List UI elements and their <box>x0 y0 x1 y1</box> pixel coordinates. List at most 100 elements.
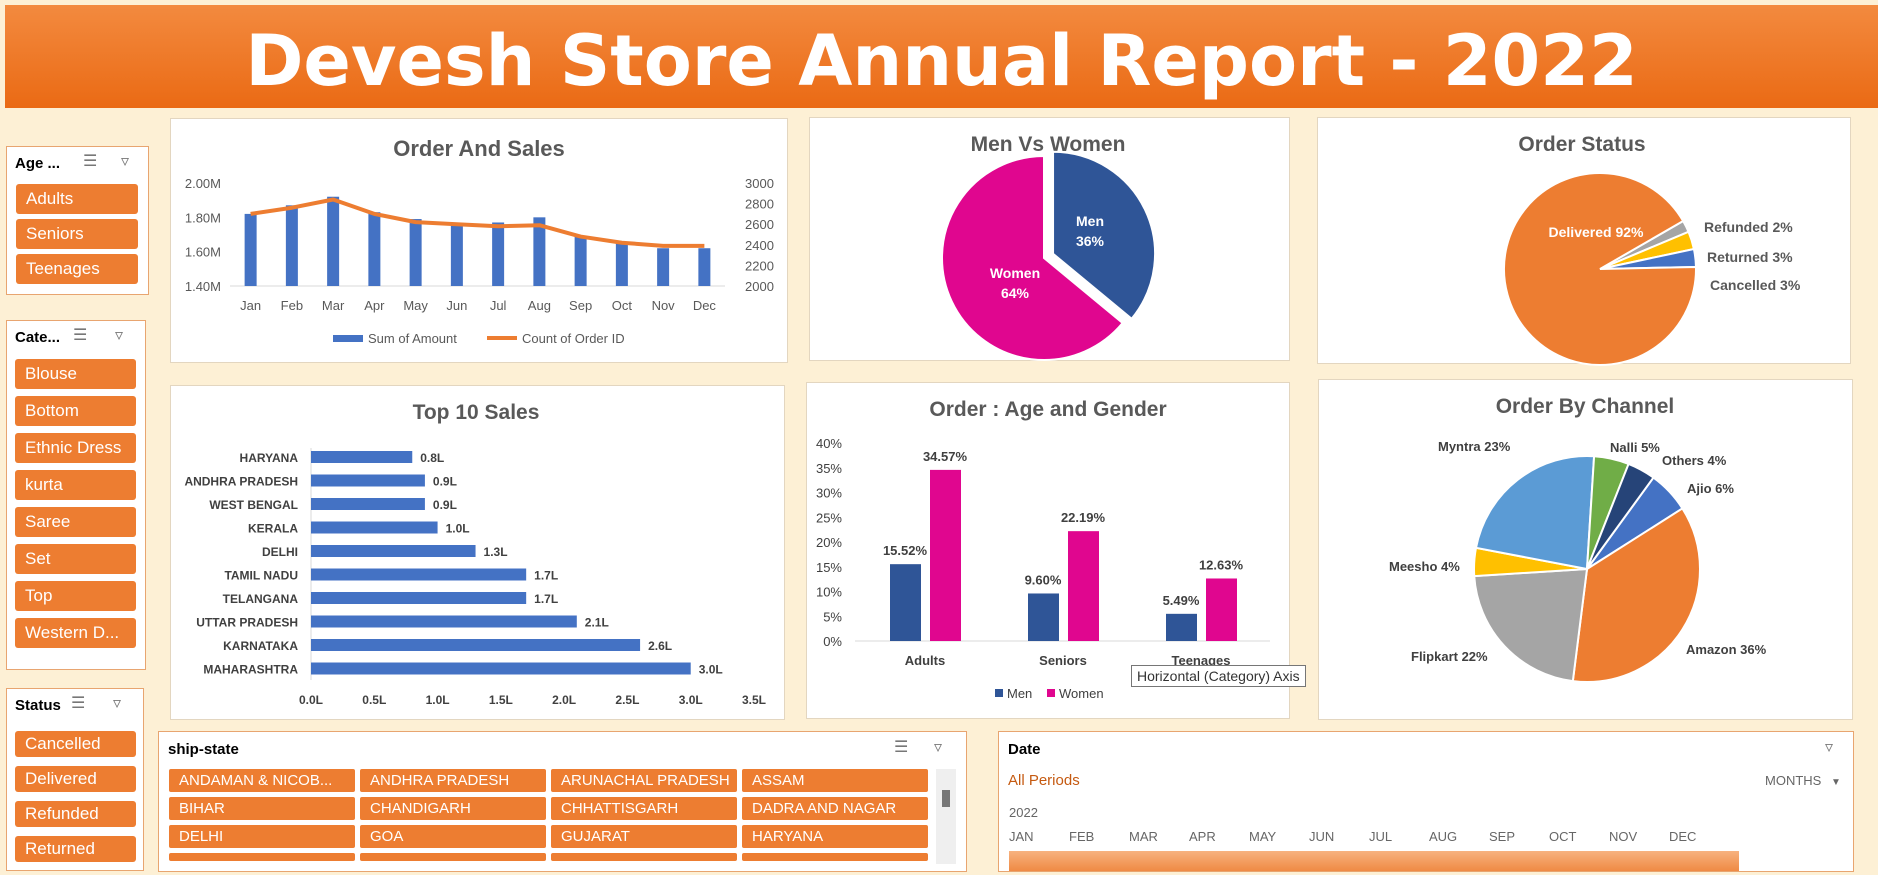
ship-state-item-goa[interactable]: GOA <box>360 825 546 848</box>
timeline-month-jan[interactable]: JAN <box>1009 829 1034 844</box>
sales-bar <box>533 217 546 286</box>
pie-slice-delivered <box>1503 172 1697 366</box>
data-label: 1.7L <box>534 569 558 583</box>
ship-state-item-dadra-and-nagar[interactable]: DADRA AND NAGAR <box>742 797 928 820</box>
ship-state-item-partial[interactable] <box>169 853 355 861</box>
data-label-others: Others 4% <box>1662 453 1727 468</box>
sales-bar <box>409 219 422 286</box>
clear-filter-icon[interactable]: ▿ <box>934 739 943 756</box>
slicer-item-refunded[interactable]: Refunded <box>15 801 136 827</box>
orders-line <box>250 197 705 248</box>
slicer-item-kurta[interactable]: kurta <box>15 470 136 500</box>
timeline-month-apr[interactable]: APR <box>1189 829 1216 844</box>
timeline-month-feb[interactable]: FEB <box>1069 829 1095 844</box>
bar-women-teenages <box>1206 578 1237 641</box>
data-label: 0.9L <box>433 475 457 489</box>
data-label: 2.6L <box>648 639 672 653</box>
data-label: 9.60% <box>1025 572 1062 587</box>
x-tick: Teenages <box>1171 653 1230 668</box>
ship-state-item-partial[interactable] <box>360 853 546 861</box>
time-level-select[interactable]: MONTHS ▼ <box>1765 773 1841 788</box>
x-tick: Nov <box>652 298 676 313</box>
ship-state-item-partial[interactable] <box>551 853 737 861</box>
multi-select-icon[interactable]: ☰ <box>71 695 86 712</box>
ship-state-item-assam[interactable]: ASSAM <box>742 769 928 792</box>
timeline-month-jun[interactable]: JUN <box>1309 829 1335 844</box>
timeline-month-jul[interactable]: JUL <box>1369 829 1393 844</box>
clear-filter-icon[interactable]: ▿ <box>121 153 130 170</box>
ship-state-item-bihar[interactable]: BIHAR <box>169 797 355 820</box>
y-right-tick: 2200 <box>745 258 774 273</box>
scrollbar[interactable] <box>936 769 956 864</box>
slicer-item-teenages[interactable]: Teenages <box>16 254 138 284</box>
data-label: 0.8L <box>420 451 444 465</box>
y-tick: HARYANA <box>240 451 299 465</box>
orders-sales-panel <box>170 118 788 363</box>
ship-state-item-chandigarh[interactable]: CHANDIGARH <box>360 797 546 820</box>
y-left-tick: 1.60M <box>185 245 221 260</box>
timeline-month-sep[interactable]: SEP <box>1489 829 1516 844</box>
y-tick: 25% <box>816 510 842 525</box>
timeline-month-mar[interactable]: MAR <box>1129 829 1158 844</box>
ship-state-item-haryana[interactable]: HARYANA <box>742 825 928 848</box>
data-label-nalli: Nalli 5% <box>1610 440 1660 455</box>
ship-state-item-gujarat[interactable]: GUJARAT <box>551 825 737 848</box>
timeline-month-oct[interactable]: OCT <box>1549 829 1577 844</box>
x-tick: Mar <box>322 298 345 313</box>
ship-state-item-arunachal-pradesh[interactable]: ARUNACHAL PRADESH <box>551 769 737 792</box>
report-banner: Devesh Store Annual Report - 2022 <box>5 5 1878 108</box>
slicer-item-top[interactable]: Top <box>15 581 136 611</box>
ship-state-item-andhra-pradesh[interactable]: ANDHRA PRADESH <box>360 769 546 792</box>
data-label: 1.7L <box>534 592 558 606</box>
slicer-item-set[interactable]: Set <box>15 544 136 574</box>
y-tick: 15% <box>816 560 842 575</box>
y-tick: 35% <box>816 461 842 476</box>
scrollbar-thumb[interactable] <box>942 790 950 807</box>
timeline-month-aug[interactable]: AUG <box>1429 829 1458 844</box>
clear-filter-icon[interactable]: ▿ <box>115 327 124 344</box>
slicer-item-delivered[interactable]: Delivered <box>15 766 136 792</box>
timeline-month-nov[interactable]: NOV <box>1609 829 1638 844</box>
bar-men-adults <box>890 564 921 641</box>
slicer-item-bottom[interactable]: Bottom <box>15 396 136 426</box>
y-tick: MAHARASHTRA <box>203 663 298 677</box>
clear-filter-icon[interactable]: ▿ <box>1825 739 1834 756</box>
data-label: 1.0L <box>446 522 470 536</box>
pie-slice-flipkart <box>1473 567 1589 683</box>
age-slicer-title: Age ... <box>15 155 61 172</box>
slicer-item-cancelled[interactable]: Cancelled <box>15 731 136 757</box>
slicer-item-ethnic-dress[interactable]: Ethnic Dress <box>15 433 136 463</box>
y-tick: ANDHRA PRADESH <box>184 475 298 489</box>
data-label: Returned 3% <box>1707 249 1793 265</box>
sales-bar <box>244 213 257 286</box>
multi-select-icon[interactable]: ☰ <box>83 153 98 170</box>
slicer-item-seniors[interactable]: Seniors <box>16 219 138 249</box>
timeline-year: 2022 <box>1009 805 1038 820</box>
slicer-item-adults[interactable]: Adults <box>16 184 138 214</box>
timeline-month-dec[interactable]: DEC <box>1669 829 1697 844</box>
multi-select-icon[interactable]: ☰ <box>73 327 88 344</box>
timeline-bar[interactable] <box>1009 851 1739 871</box>
chart-title: Order And Sales <box>393 136 565 161</box>
slicer-item-western-d[interactable]: Western D... <box>15 618 136 648</box>
clear-filter-icon[interactable]: ▿ <box>113 695 122 712</box>
ship-state-item-partial[interactable] <box>742 853 928 861</box>
age-gender-panel <box>806 382 1290 719</box>
x-tick: 1.5L <box>489 693 513 707</box>
timeline-month-may[interactable]: MAY <box>1249 829 1277 844</box>
multi-select-icon[interactable]: ☰ <box>894 739 909 756</box>
bar-andhra-pradesh <box>311 474 425 487</box>
x-tick: Aug <box>528 298 551 313</box>
y-left-tick: 1.40M <box>185 279 221 294</box>
slicer-item-saree[interactable]: Saree <box>15 507 136 537</box>
chart-title: Order By Channel <box>1496 395 1675 418</box>
slicer-item-blouse[interactable]: Blouse <box>15 359 136 389</box>
x-tick: Jul <box>490 298 507 313</box>
ship-state-item-chhattisgarh[interactable]: CHHATTISGARH <box>551 797 737 820</box>
ship-state-item-andaman-nicob[interactable]: ANDAMAN & NICOB... <box>169 769 355 792</box>
slicer-item-returned[interactable]: Returned <box>15 836 136 862</box>
ship-state-item-delhi[interactable]: DELHI <box>169 825 355 848</box>
data-label: 22.19% <box>1061 510 1106 525</box>
date-timeline-title: Date <box>1008 741 1041 758</box>
